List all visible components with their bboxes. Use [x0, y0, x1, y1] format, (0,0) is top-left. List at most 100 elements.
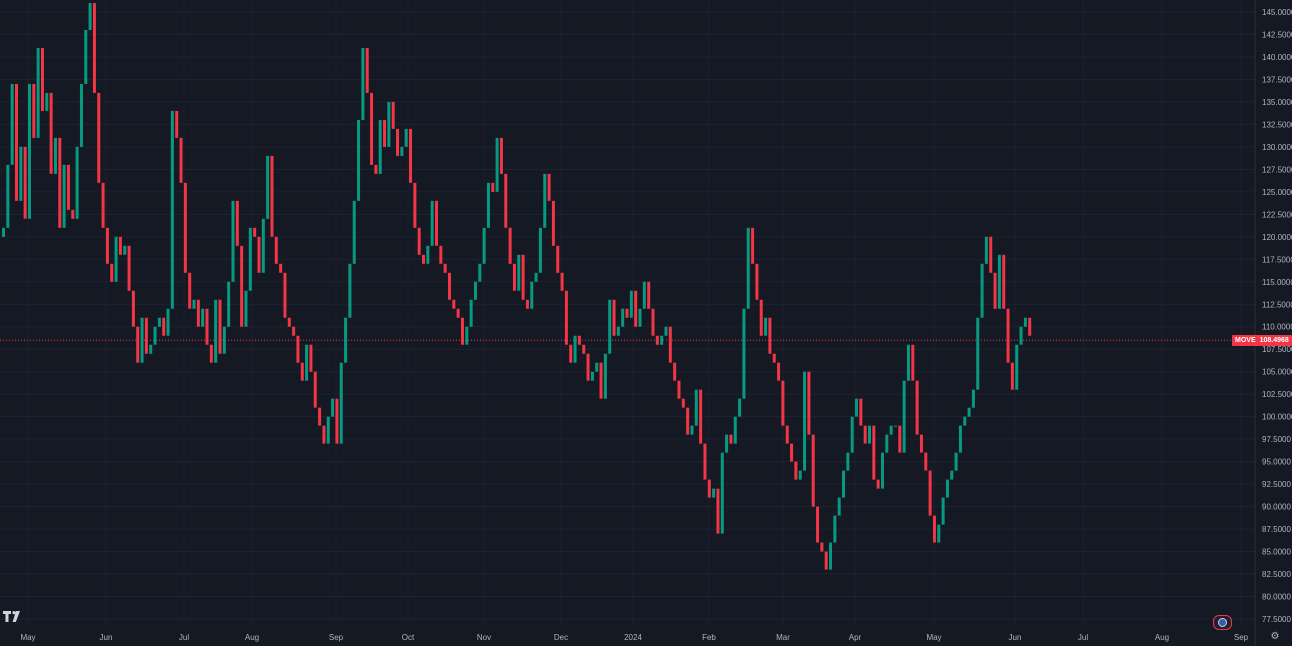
- candle: [75, 146, 79, 219]
- candle: [2, 227, 5, 237]
- candle: [911, 344, 915, 381]
- us-flag-icon[interactable]: [1213, 615, 1232, 630]
- last-price-value: 108.4968: [1259, 336, 1289, 344]
- candle: [439, 245, 443, 264]
- candle: [123, 245, 127, 255]
- candle: [824, 551, 828, 570]
- time-tick-label: Jun: [100, 633, 113, 642]
- candle: [114, 236, 118, 282]
- price-axis[interactable]: 145.0000 142.5000 140.0000 137.5000 135.0000…: [1262, 8, 1292, 624]
- candle: [209, 344, 213, 363]
- candle: [976, 317, 980, 390]
- gear-icon[interactable]: ⚙: [1270, 631, 1280, 642]
- candle: [660, 335, 664, 345]
- candle: [1010, 362, 1014, 390]
- candle: [426, 245, 430, 264]
- candle: [573, 335, 577, 363]
- candle: [963, 416, 967, 426]
- price-tick-label: 82.5000: [1262, 570, 1291, 579]
- candle: [417, 227, 421, 255]
- candle: [681, 398, 685, 408]
- price-tick-label: 92.5000: [1262, 480, 1291, 489]
- last-price-badge: MOVE 108.4968: [1232, 334, 1292, 346]
- price-tick-label: 132.5000: [1262, 120, 1292, 129]
- candle: [257, 236, 261, 273]
- candle: [413, 182, 417, 228]
- price-tick-label: 110.0000: [1262, 323, 1292, 332]
- candle: [222, 326, 226, 354]
- candle: [300, 362, 304, 381]
- candle: [677, 380, 681, 399]
- price-tick-label: 95.0000: [1262, 458, 1291, 467]
- price-tick-label: 87.5000: [1262, 525, 1291, 534]
- candle: [144, 317, 148, 354]
- candle: [283, 272, 287, 318]
- candle: [820, 542, 824, 552]
- candle: [625, 308, 629, 318]
- candle: [339, 362, 343, 444]
- candle: [162, 317, 166, 336]
- price-tick-label: 130.0000: [1262, 143, 1292, 152]
- candle: [772, 353, 776, 363]
- candle: [253, 227, 257, 237]
- candle: [898, 425, 902, 453]
- candle: [647, 281, 651, 309]
- candle: [638, 308, 642, 327]
- candle: [768, 317, 772, 354]
- candle: [564, 290, 568, 345]
- candle: [157, 317, 161, 327]
- candle: [201, 308, 205, 327]
- candle: [326, 416, 330, 444]
- candle: [586, 353, 590, 381]
- candle: [855, 398, 859, 417]
- candle: [790, 443, 794, 462]
- candle: [621, 308, 625, 327]
- candle: [322, 425, 326, 444]
- candle: [214, 299, 218, 363]
- candle: [577, 335, 581, 345]
- candle: [868, 425, 871, 444]
- time-axis[interactable]: May Jun Jul Aug Sep Oct Nov Dec 2024 Feb Mar Apr May…: [20, 633, 1248, 642]
- candle: [738, 398, 742, 417]
- candle: [374, 164, 378, 174]
- tradingview-logo-icon[interactable]: [3, 610, 23, 622]
- candle: [595, 362, 599, 372]
- candle: [266, 155, 270, 219]
- candle: [244, 290, 248, 327]
- candle: [40, 47, 44, 111]
- time-tick-label: Jul: [1078, 633, 1088, 642]
- candle: [430, 200, 434, 246]
- candle: [742, 308, 746, 399]
- candle: [10, 83, 14, 165]
- candle: [997, 254, 1001, 309]
- candle: [400, 146, 404, 156]
- candle: [1028, 317, 1032, 336]
- candle: [352, 200, 356, 264]
- time-tick-label: Aug: [245, 633, 259, 642]
- candle: [71, 209, 75, 219]
- time-tick-label: Jun: [1009, 633, 1022, 642]
- candle: [422, 254, 426, 264]
- candle: [370, 92, 374, 165]
- candle: [331, 398, 335, 417]
- candle: [785, 425, 789, 444]
- candle: [97, 92, 101, 183]
- candle: [1019, 326, 1023, 345]
- candle: [777, 362, 781, 381]
- candle: [1006, 308, 1010, 363]
- candle: [958, 425, 962, 453]
- candle: [582, 344, 586, 354]
- candle: [313, 371, 317, 408]
- candle: [651, 308, 655, 336]
- candle: [690, 425, 694, 435]
- time-tick-label: Mar: [776, 633, 790, 642]
- candle: [712, 488, 716, 498]
- candle: [608, 299, 612, 354]
- candle: [486, 182, 490, 228]
- candle: [452, 299, 456, 309]
- candle: [664, 326, 668, 336]
- price-tick-label: 102.5000: [1262, 390, 1292, 399]
- candle: [188, 272, 192, 309]
- candle: [798, 470, 802, 480]
